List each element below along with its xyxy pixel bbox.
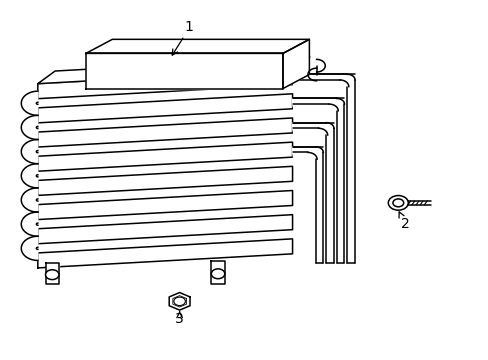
Polygon shape [86,39,309,53]
Circle shape [45,270,59,280]
Polygon shape [38,94,292,123]
Polygon shape [211,261,224,284]
Polygon shape [38,142,292,171]
Text: 3: 3 [175,312,183,326]
Circle shape [392,199,403,207]
Polygon shape [38,69,292,99]
Polygon shape [21,91,38,115]
Polygon shape [86,53,283,89]
Text: 2: 2 [400,217,409,231]
Circle shape [387,195,407,210]
Polygon shape [45,263,59,284]
Polygon shape [283,39,309,89]
Polygon shape [38,118,292,147]
Polygon shape [292,123,333,263]
Polygon shape [21,188,38,212]
Polygon shape [38,166,292,195]
Circle shape [174,297,185,306]
Polygon shape [38,215,292,244]
Circle shape [211,269,224,279]
Polygon shape [21,236,38,260]
Polygon shape [169,293,190,310]
Polygon shape [292,74,354,263]
Text: 1: 1 [184,20,193,34]
Polygon shape [38,239,292,268]
Polygon shape [292,99,344,263]
Polygon shape [21,115,38,140]
Polygon shape [38,190,292,220]
Polygon shape [21,140,38,164]
Polygon shape [292,147,323,263]
Polygon shape [21,212,38,236]
Polygon shape [38,57,309,84]
Polygon shape [21,164,38,188]
